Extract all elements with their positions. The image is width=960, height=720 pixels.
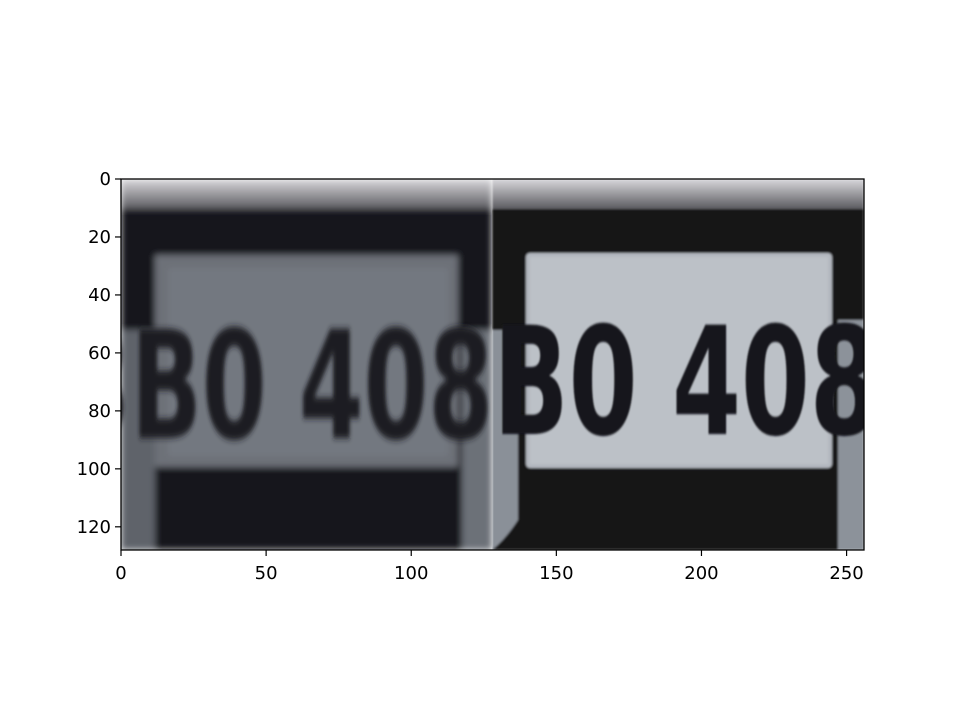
x-tick-label: 50 [255, 563, 278, 584]
x-tick-label: 200 [684, 563, 718, 584]
y-tick-label: 40 [88, 285, 111, 306]
x-axis-ticks: 0 50 100 150 200 250 [115, 550, 864, 584]
y-tick-label: 100 [77, 459, 111, 480]
y-tick-label: 60 [88, 343, 111, 364]
right-plate-text: 3B0 4082 [424, 295, 947, 470]
y-tick-label: 20 [88, 227, 111, 248]
x-tick-label: 150 [539, 563, 573, 584]
right-plate-panel: 3B0 4082 [424, 179, 947, 550]
left-plate-panel: 3B0 4082 [66, 179, 557, 550]
x-tick-label: 100 [394, 563, 428, 584]
x-tick-label: 0 [115, 563, 126, 584]
y-tick-label: 0 [100, 169, 111, 190]
left-plate-text: 3B0 4082 [66, 300, 557, 474]
y-axis-ticks: 0 20 40 60 80 100 120 [77, 169, 121, 538]
x-tick-label: 250 [829, 563, 863, 584]
y-tick-label: 120 [77, 517, 111, 538]
axes-frame [120, 178, 865, 551]
y-tick-label: 80 [88, 401, 111, 422]
